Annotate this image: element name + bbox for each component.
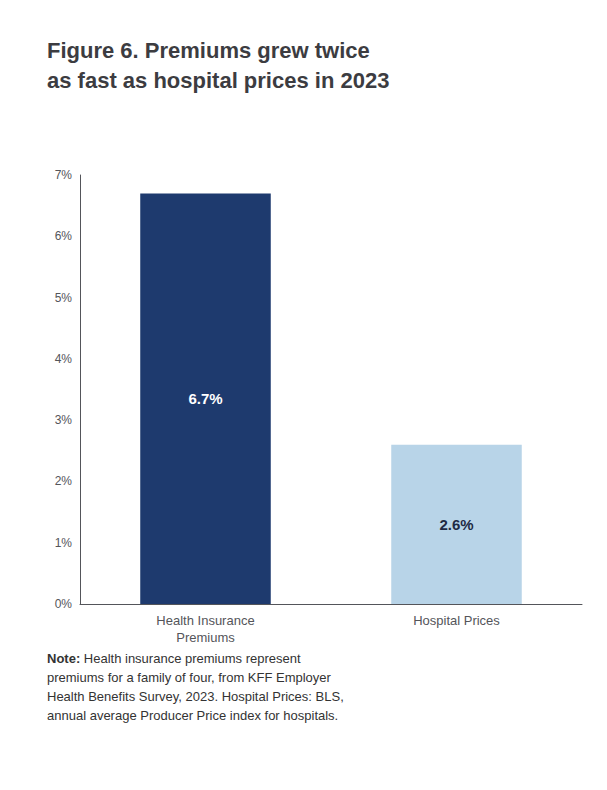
svg-text:5%: 5% (55, 291, 73, 305)
svg-text:Note:: Note: (47, 651, 80, 666)
svg-text:2%: 2% (55, 474, 73, 488)
svg-text:2.6%: 2.6% (439, 516, 473, 533)
svg-text:6%: 6% (55, 229, 73, 243)
svg-text:Health Insurance: Health Insurance (156, 613, 254, 628)
svg-text:4%: 4% (55, 352, 73, 366)
svg-text:annual average Producer Price: annual average Producer Price index for … (47, 708, 338, 723)
svg-text:3%: 3% (55, 413, 73, 427)
svg-text:Health insurance premiums repr: Health insurance premiums represent (80, 651, 301, 666)
svg-text:premiums for a family of four,: premiums for a family of four, from KFF … (47, 670, 332, 685)
svg-text:as fast as hospital prices in: as fast as hospital prices in 2023 (47, 68, 389, 93)
svg-text:7%: 7% (55, 168, 73, 182)
svg-text:Health Benefits Survey, 2023.: Health Benefits Survey, 2023. Hospital P… (47, 689, 344, 704)
svg-text:Hospital Prices: Hospital Prices (413, 613, 500, 628)
svg-text:Premiums: Premiums (176, 630, 235, 645)
svg-text:1%: 1% (55, 536, 73, 550)
svg-text:Figure 6. Premiums grew twice: Figure 6. Premiums grew twice (47, 38, 370, 63)
svg-text:6.7%: 6.7% (188, 390, 222, 407)
svg-text:0%: 0% (55, 597, 73, 611)
